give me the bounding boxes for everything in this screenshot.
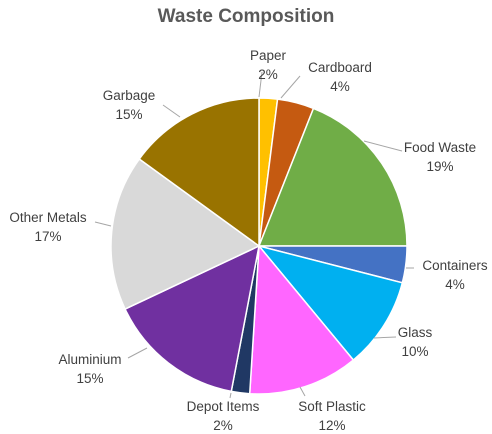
slice-percent-paper: 2% xyxy=(258,67,278,82)
slice-name-containers: Containers xyxy=(422,258,488,273)
slice-name-garbage: Garbage xyxy=(103,88,156,103)
leader-line-soft-plastic xyxy=(299,386,306,397)
leader-line-depot-items xyxy=(229,392,232,399)
pie-slice-food-waste xyxy=(257,107,408,247)
slice-percent-depot-items: 2% xyxy=(213,418,233,433)
leader-line-food-waste xyxy=(363,140,403,152)
pie-slice-aluminium xyxy=(124,244,261,393)
slice-percent-soft-plastic: 12% xyxy=(318,418,345,433)
slice-name-cardboard: Cardboard xyxy=(308,60,372,75)
slice-name-depot-items: Depot Items xyxy=(187,399,260,414)
slice-percent-other-metals: 17% xyxy=(34,229,61,244)
leader-line-paper xyxy=(258,71,263,98)
slice-percent-containers: 4% xyxy=(445,277,465,292)
slice-percent-aluminium: 15% xyxy=(76,371,103,386)
pie-slice-soft-plastic xyxy=(248,244,355,395)
leader-line-other-metals xyxy=(94,221,112,227)
pie-slice-glass xyxy=(256,244,404,362)
slice-name-glass: Glass xyxy=(398,325,433,340)
slice-name-other-metals: Other Metals xyxy=(9,210,87,225)
slice-percent-garbage: 15% xyxy=(115,107,142,122)
leader-line-cardboard xyxy=(280,75,301,99)
slice-name-aluminium: Aluminium xyxy=(58,352,121,367)
pie-slice-garbage xyxy=(138,97,260,248)
slice-name-food-waste: Food Waste xyxy=(404,140,476,155)
leader-line-glass xyxy=(373,336,397,339)
slice-percent-cardboard: 4% xyxy=(330,79,350,94)
leader-line-aluminium xyxy=(127,347,148,359)
leader-line-garbage xyxy=(162,104,181,118)
slice-percent-food-waste: 19% xyxy=(426,159,453,174)
slice-name-paper: Paper xyxy=(250,48,287,63)
slice-percent-glass: 10% xyxy=(401,344,428,359)
pie-slice-other-metals xyxy=(110,157,261,311)
chart-title: Waste Composition xyxy=(157,6,335,27)
slice-name-soft-plastic: Soft Plastic xyxy=(298,399,366,414)
